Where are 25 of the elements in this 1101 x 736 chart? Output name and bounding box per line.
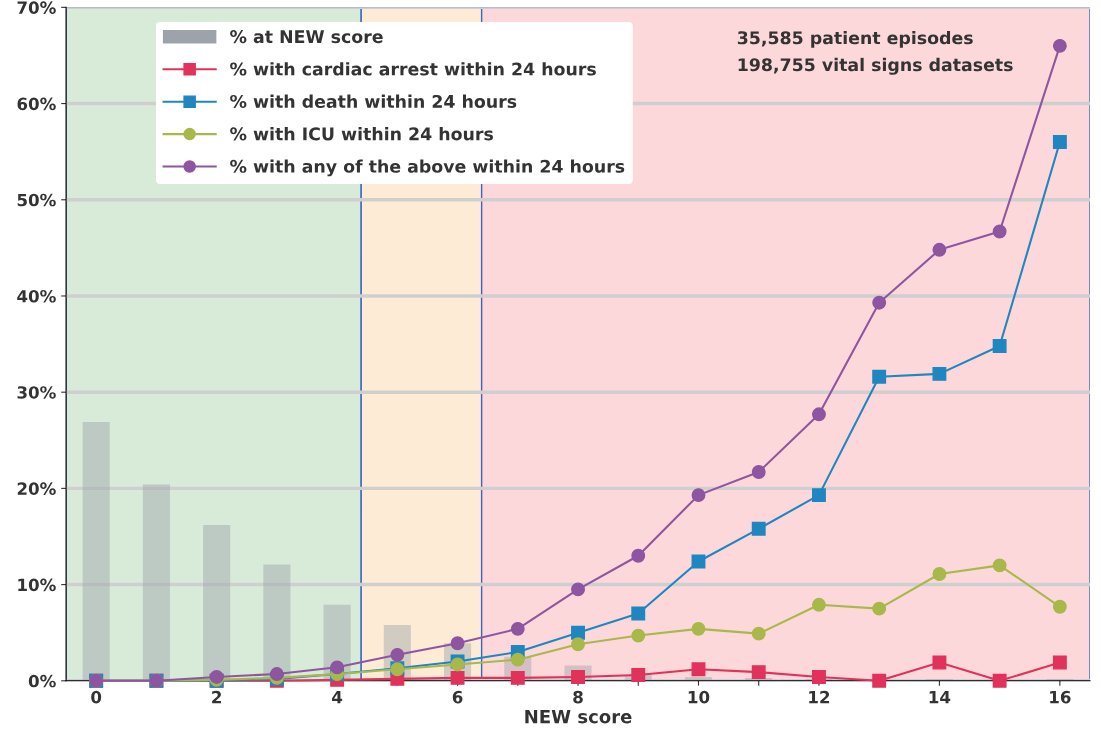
y-tick-label: 60% xyxy=(17,97,56,111)
annotation: 198,755 vital signs datasets xyxy=(738,57,1013,75)
x-tick-label: 16 xyxy=(1050,690,1071,704)
y-tick-label: 70% xyxy=(17,1,56,14)
legend-label: % with death within 24 hours xyxy=(230,94,517,109)
y-tick-label: 10% xyxy=(18,578,56,592)
x-axis-title: NEW score xyxy=(525,709,632,724)
legend-label: % with any of the above within 24 hours xyxy=(230,159,625,177)
x-tick-label: 0 xyxy=(91,690,102,704)
y-tick-label: 0% xyxy=(28,674,56,688)
y-tick-label: 30% xyxy=(17,386,56,399)
legend-label: % with ICU within 24 hours xyxy=(230,127,493,141)
annotation: 35,585 patient episodes xyxy=(737,30,973,48)
x-tick-label: 4 xyxy=(332,691,343,704)
y-tick-label: 20% xyxy=(17,482,56,495)
y-tick-label: 50% xyxy=(17,193,56,207)
x-tick-label: 6 xyxy=(452,690,463,704)
legend-label: % at NEW score xyxy=(230,30,383,44)
x-tick-label: 12 xyxy=(809,690,830,704)
legend-label: % with cardiac arrest within 24 hours xyxy=(230,62,596,76)
x-tick-label: 8 xyxy=(573,690,583,704)
x-tick-label: 2 xyxy=(212,690,221,704)
x-tick-label: 10 xyxy=(688,690,710,704)
y-tick-label: 40% xyxy=(17,289,56,303)
x-tick-label: 14 xyxy=(929,691,951,704)
